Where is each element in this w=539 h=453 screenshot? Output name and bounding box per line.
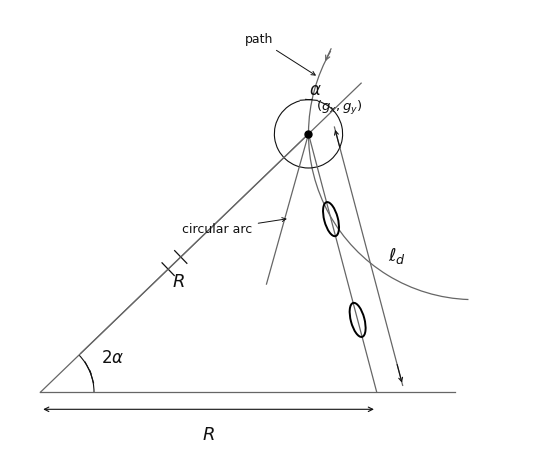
Text: path: path [245, 33, 315, 75]
Text: $\alpha$: $\alpha$ [309, 81, 322, 99]
Text: circular arc: circular arc [183, 217, 286, 236]
Text: $2\alpha$: $2\alpha$ [101, 349, 125, 367]
Text: $R$: $R$ [172, 273, 185, 291]
Text: $\ell_d$: $\ell_d$ [388, 246, 406, 266]
Text: $(g_x, g_y)$: $(g_x, g_y)$ [316, 99, 362, 117]
Text: $R$: $R$ [202, 426, 215, 444]
